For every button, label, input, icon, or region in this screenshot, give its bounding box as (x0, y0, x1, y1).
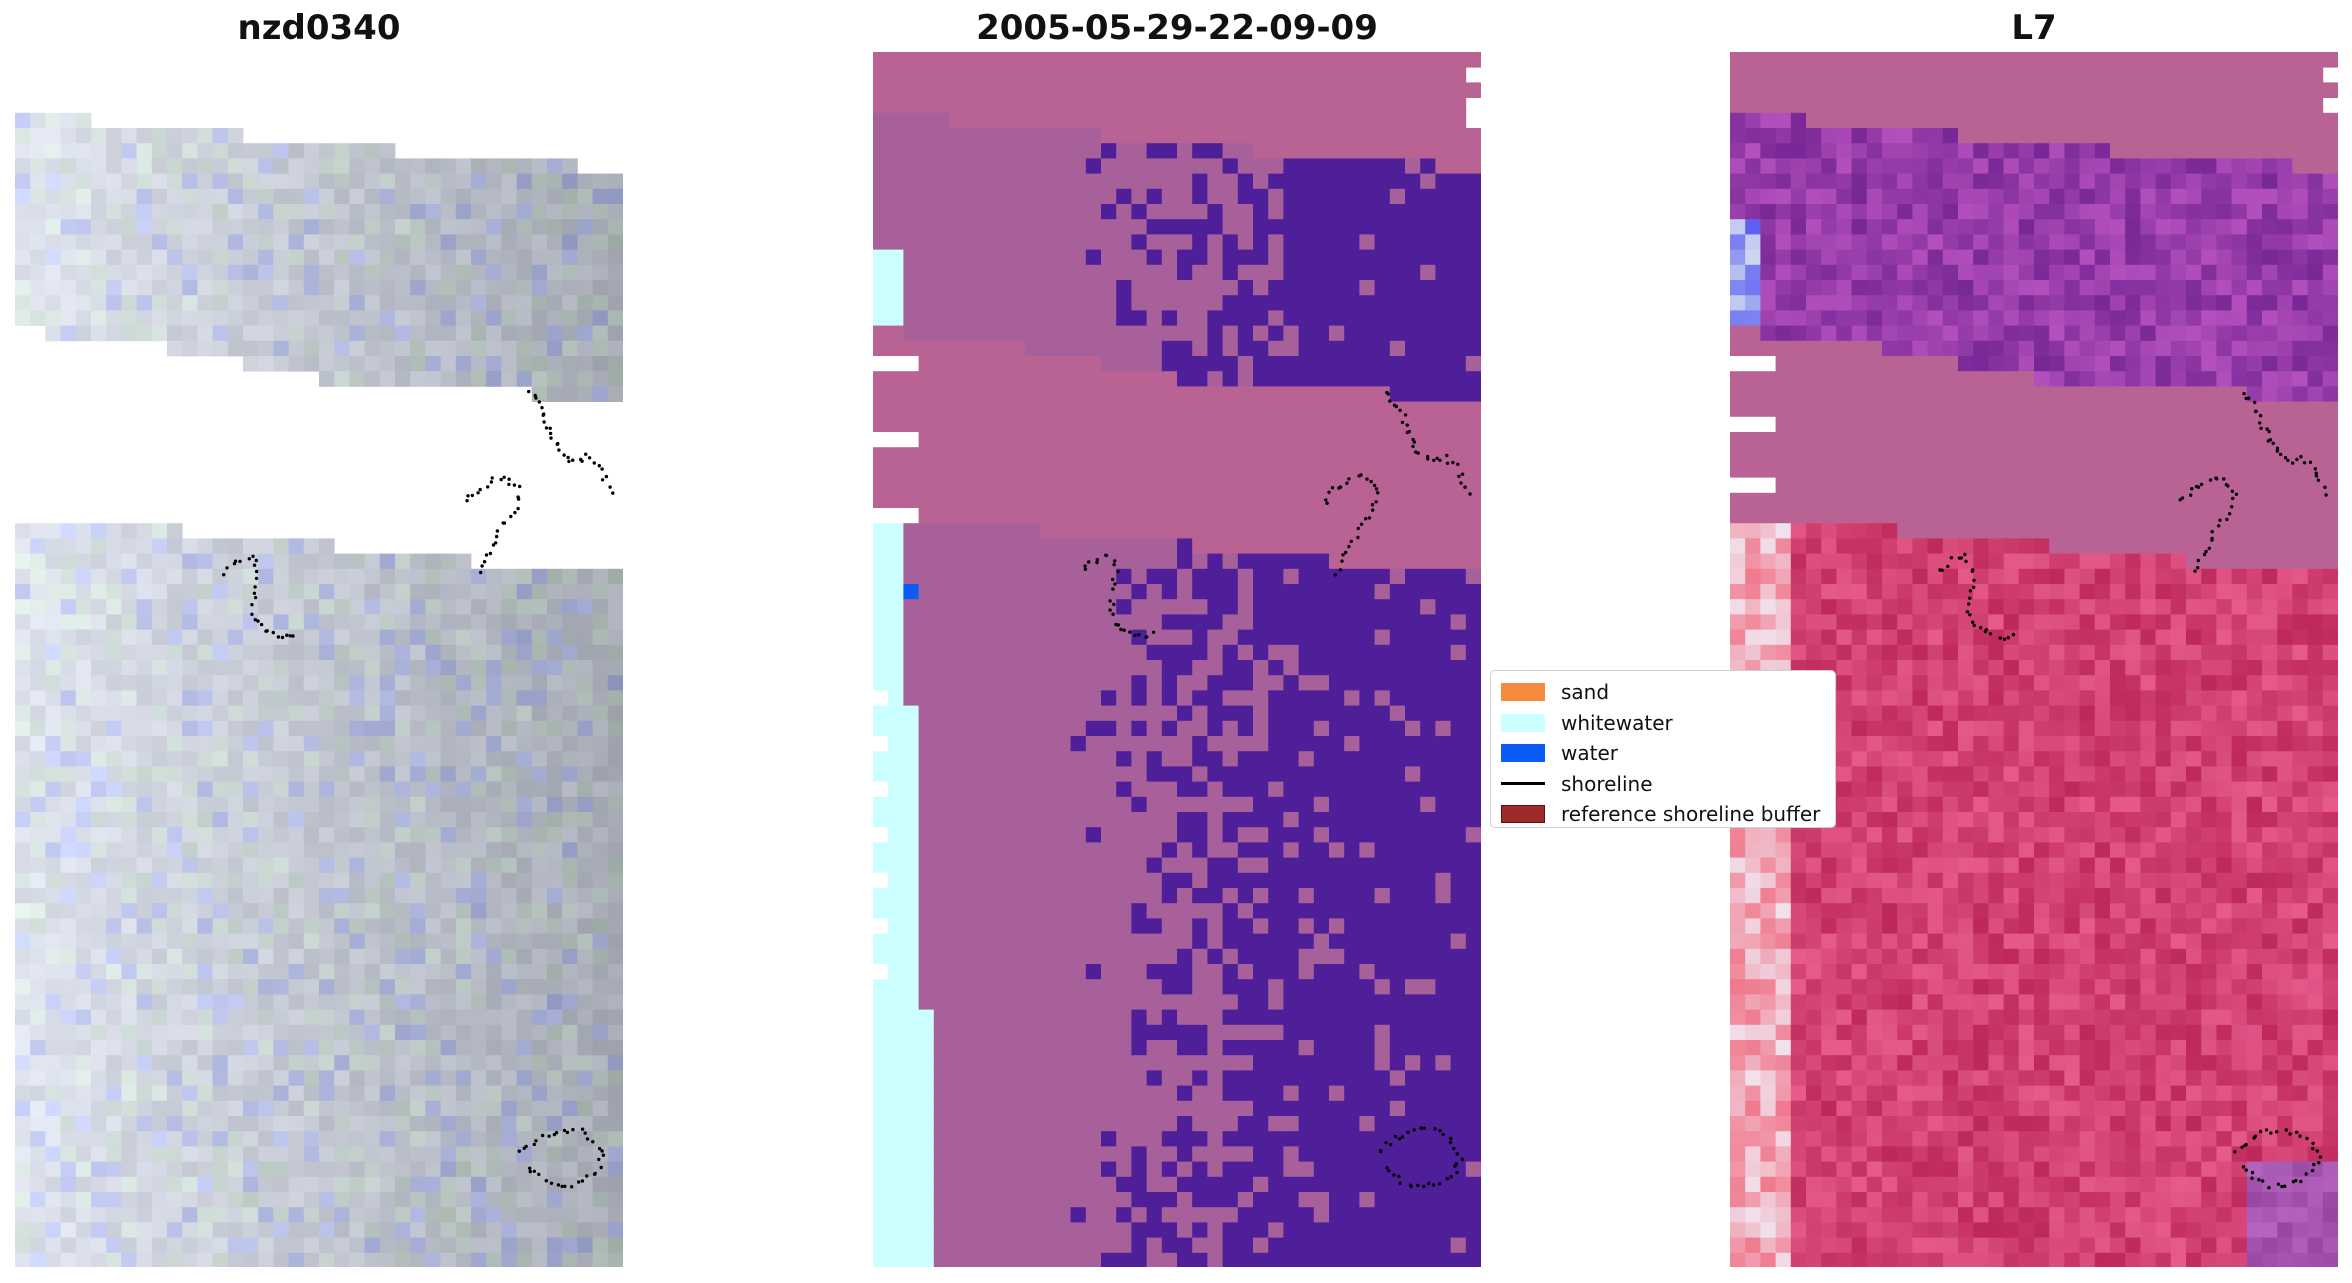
legend-swatch-reference-buffer (1501, 805, 1545, 823)
legend-item-sand: sand (1501, 677, 1825, 708)
legend-swatch-whitewater (1501, 714, 1545, 732)
legend-label: reference shoreline buffer (1561, 802, 1820, 826)
legend-label: whitewater (1561, 711, 1673, 735)
legend-item-shoreline: shoreline (1501, 769, 1825, 800)
rgb-image-panel (15, 52, 623, 1267)
legend-swatch-shoreline (1501, 782, 1545, 785)
legend-swatch-sand (1501, 683, 1545, 701)
panel-title-classification: 2005-05-29-22-09-09 (873, 8, 1481, 48)
legend-label: shoreline (1561, 772, 1653, 796)
panel-title-index: L7 (1730, 8, 2338, 48)
legend-item-whitewater: whitewater (1501, 708, 1825, 739)
legend-item-reference-buffer: reference shoreline buffer (1501, 799, 1825, 830)
legend-item-water: water (1501, 738, 1825, 769)
legend: sand whitewater water shoreline referenc… (1490, 670, 1836, 828)
legend-label: sand (1561, 680, 1609, 704)
classification-image-panel (873, 52, 1481, 1267)
index-image-panel (1730, 52, 2338, 1267)
legend-label: water (1561, 741, 1618, 765)
legend-swatch-water (1501, 744, 1545, 762)
panel-title-rgb: nzd0340 (15, 8, 623, 48)
